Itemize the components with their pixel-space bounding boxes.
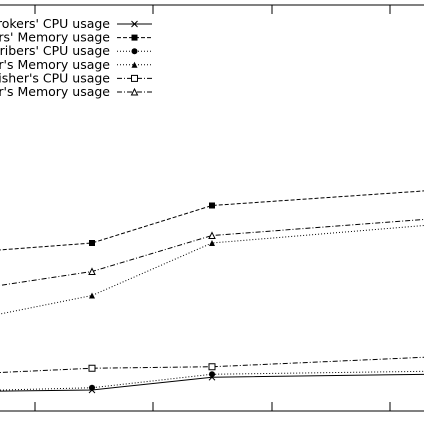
legend-marker-sample-6 <box>130 87 139 96</box>
legend-label-1: rokers' CPU usage <box>0 16 110 31</box>
series-2-point-2 <box>89 240 95 246</box>
series-layer <box>0 190 424 394</box>
legend-marker-sample-4 <box>131 61 138 68</box>
series-5-point-2 <box>88 364 96 372</box>
legend-entry-1: rokers' CPU usage <box>0 16 152 31</box>
legend-label-5: isher's CPU usage <box>0 70 110 85</box>
legend-label-3: ribers' CPU usage <box>0 43 110 58</box>
series-2-line <box>0 190 424 251</box>
legend-marker-sample-2 <box>131 34 138 41</box>
plot-frame <box>0 4 424 412</box>
series-4-point-3 <box>209 240 215 246</box>
series-5-point-3 <box>208 363 216 371</box>
legend-label-2: ers' Memory usage <box>0 30 110 45</box>
series-6 <box>0 218 424 286</box>
series-2-point-3 <box>209 202 215 209</box>
legend-marker-sample-3 <box>131 48 138 55</box>
series-6-point-3 <box>208 231 216 239</box>
series-3-point-2 <box>89 384 95 391</box>
series-4 <box>0 224 424 315</box>
legend-entry-6: er's Memory usage <box>0 84 152 99</box>
legend-marker-sample-5 <box>131 74 138 82</box>
series-3-line <box>0 370 424 391</box>
series-3-point-3 <box>209 371 215 378</box>
legend-entry-5: isher's CPU usage <box>0 70 152 85</box>
legend-label-6: er's Memory usage <box>0 84 110 99</box>
series-4-point-2 <box>89 292 95 299</box>
legend-entry-2: ers' Memory usage <box>0 30 152 45</box>
series-1-line <box>0 373 424 392</box>
series-3 <box>0 370 424 391</box>
legend-entry-3: ribers' CPU usage <box>0 43 152 58</box>
legend-entry-4: er's Memory usage <box>0 57 152 72</box>
legend-marker-sample-1 <box>131 20 138 28</box>
series-6-line <box>0 218 424 286</box>
legend-label-4: er's Memory usage <box>0 57 110 72</box>
series-5 <box>0 356 424 373</box>
series-6-point-2 <box>88 267 96 275</box>
series-2 <box>0 190 424 251</box>
